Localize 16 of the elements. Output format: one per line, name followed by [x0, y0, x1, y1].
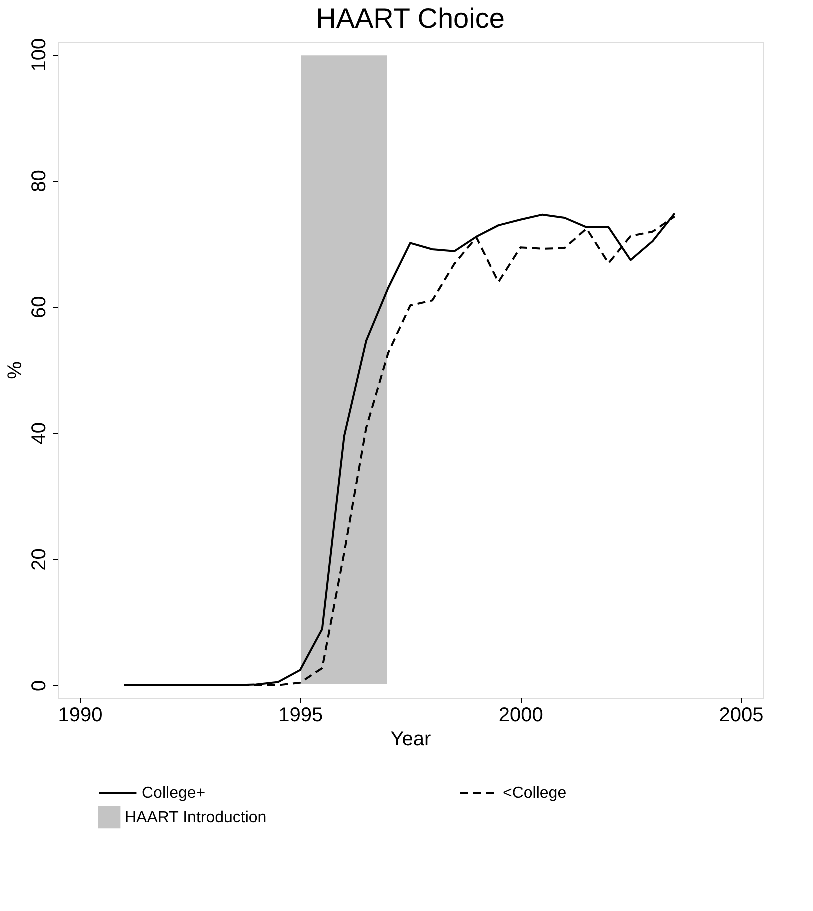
x-axis-title: Year: [390, 728, 432, 750]
chart-title: HAART Choice: [316, 2, 505, 34]
legend-label: <College: [503, 785, 567, 802]
legend-label: College+: [142, 785, 206, 802]
x-tick-label: 1995: [278, 704, 324, 726]
x-tick-label: 2005: [719, 704, 764, 726]
y-tick-label: 40: [28, 422, 50, 445]
y-tick-label: 60: [28, 296, 50, 319]
x-tick-label: 2000: [498, 704, 544, 726]
y-tick-label: 0: [28, 680, 50, 692]
y-tick-label: 80: [28, 170, 50, 192]
x-tick-label: 1990: [58, 704, 103, 726]
legend-label: HAART Introduction: [125, 810, 267, 826]
y-tick-label: 100: [28, 38, 50, 72]
y-tick-label: 20: [28, 548, 50, 571]
y-axis-title: %: [4, 361, 26, 380]
